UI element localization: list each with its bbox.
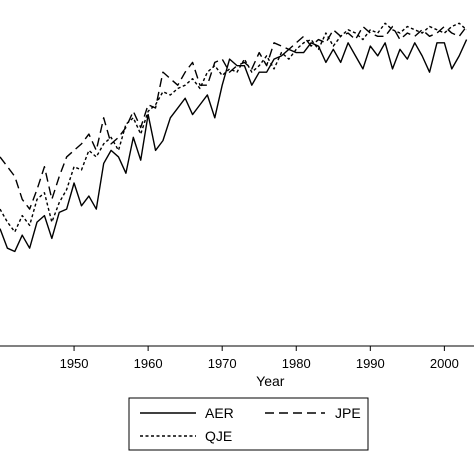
- x-tick-label: 1970: [208, 356, 237, 371]
- series-line-aer: [0, 39, 468, 253]
- legend-frame: [128, 397, 369, 451]
- series-line-jpe: [0, 25, 468, 210]
- x-axis-title: Year: [256, 373, 285, 389]
- series-line-qje: [0, 22, 468, 233]
- legend-label-qje: QJE: [205, 428, 232, 444]
- x-tick-label: 1960: [134, 356, 163, 371]
- legend-label-aer: AER: [205, 405, 234, 421]
- x-tick-label: 1990: [356, 356, 385, 371]
- x-tick-label: 1950: [60, 356, 89, 371]
- plot-lines: [0, 22, 468, 253]
- x-axis-ticks: 1950 1960 1970 1980 1990 2000: [60, 346, 459, 371]
- x-tick-label: 2000: [430, 356, 459, 371]
- x-tick-label: 1980: [282, 356, 311, 371]
- legend-label-jpe: JPE: [335, 405, 361, 421]
- legend: AER JPE QJE: [128, 397, 369, 451]
